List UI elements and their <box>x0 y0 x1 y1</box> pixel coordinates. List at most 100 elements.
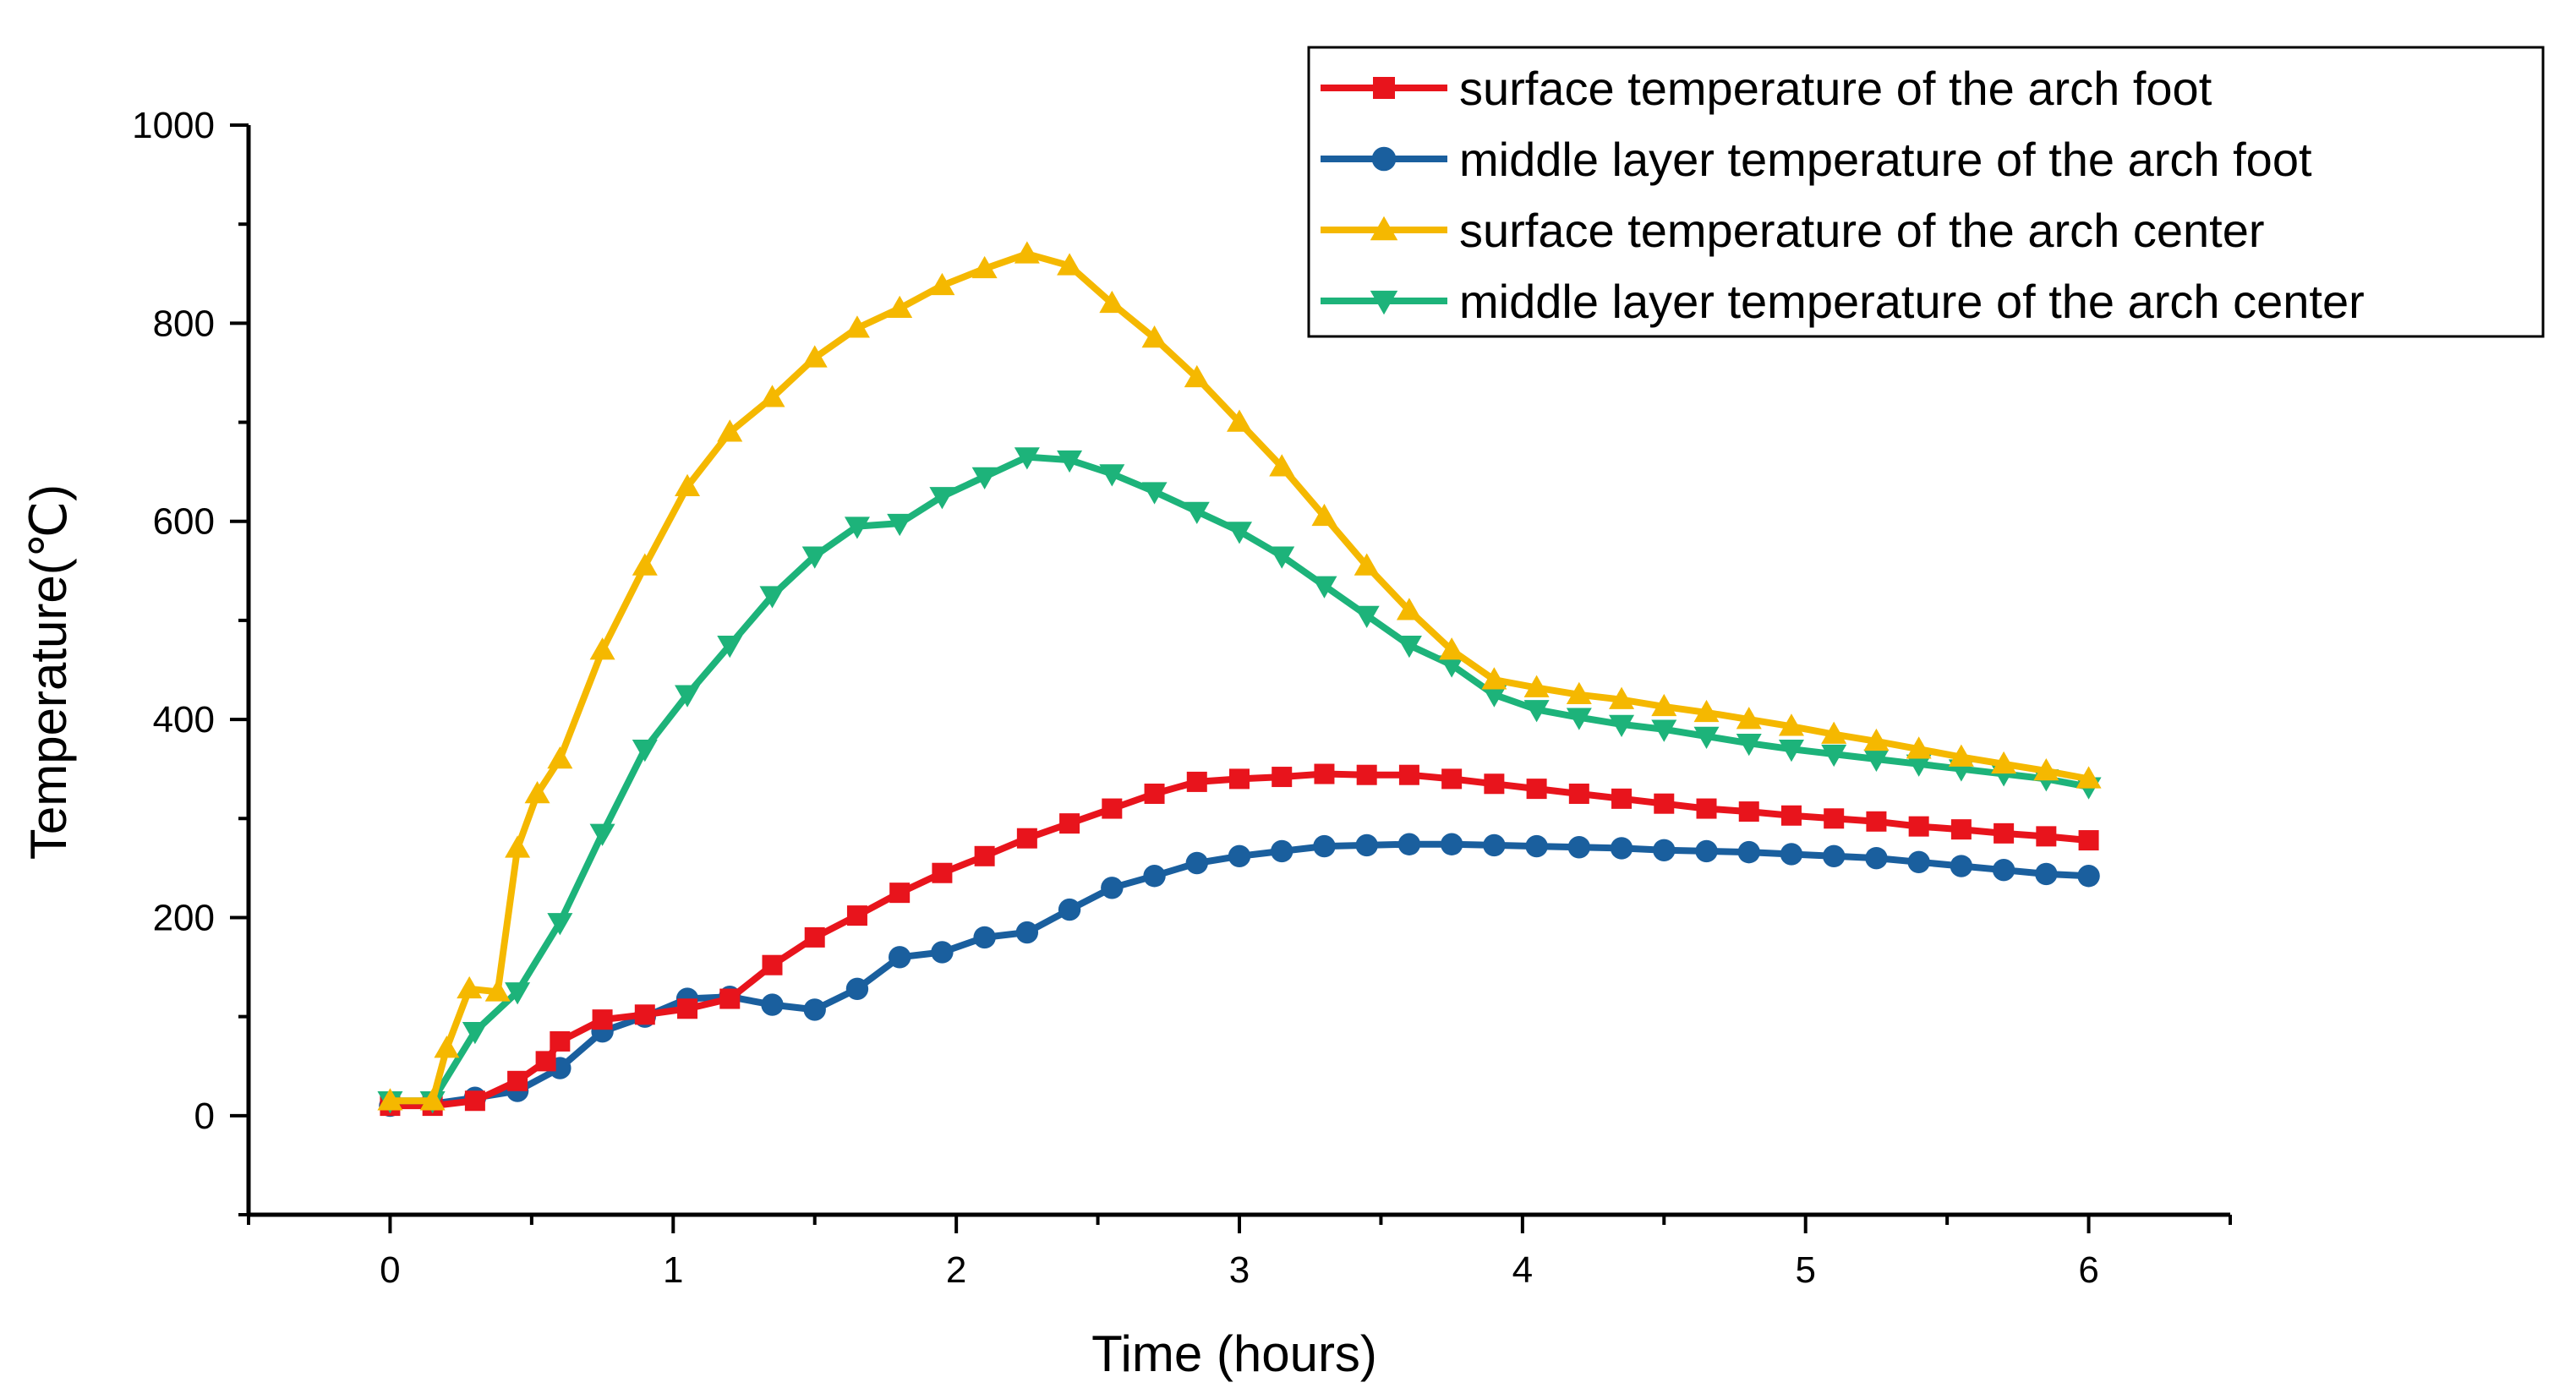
data-point <box>974 845 995 866</box>
data-point <box>1566 681 1592 705</box>
data-point <box>1736 707 1762 730</box>
data-point <box>1099 464 1125 487</box>
data-point <box>2033 758 2059 781</box>
data-point <box>589 823 615 846</box>
x-tick-label: 3 <box>1229 1249 1250 1291</box>
data-point <box>505 982 531 1005</box>
data-point <box>1526 779 1547 800</box>
data-point <box>547 746 573 769</box>
x-tick-label: 6 <box>2078 1249 2098 1291</box>
legend-entry: surface temperature of the arch center <box>1321 204 2265 257</box>
data-point <box>1481 667 1507 690</box>
data-point <box>1141 325 1168 348</box>
series-line <box>390 250 2090 1105</box>
data-point <box>1355 833 1378 857</box>
data-point <box>1484 773 1505 795</box>
data-point <box>1523 700 1550 723</box>
data-point <box>2078 830 2099 851</box>
data-point <box>801 345 828 368</box>
data-point <box>505 835 531 858</box>
data-point <box>457 975 483 999</box>
data-point <box>1016 828 1037 849</box>
data-point <box>1863 728 1890 751</box>
data-point <box>1439 637 1465 660</box>
data-point <box>634 1004 655 1025</box>
data-point <box>759 385 785 407</box>
data-point <box>1906 736 1932 759</box>
data-point <box>677 998 698 1019</box>
data-point <box>632 739 658 762</box>
data-point <box>550 1030 571 1052</box>
data-point <box>675 473 701 496</box>
data-point <box>1057 253 1083 276</box>
data-point <box>844 516 870 539</box>
data-point <box>1693 699 1720 723</box>
legend-entry: surface temperature of the arch foot <box>1321 62 2212 115</box>
data-point <box>1696 798 1717 819</box>
data-point <box>1736 733 1762 757</box>
series-line <box>390 840 2089 1110</box>
data-point <box>888 946 911 969</box>
data-point <box>1653 839 1676 861</box>
data-point <box>1272 767 1293 788</box>
data-point <box>419 1088 446 1111</box>
data-point <box>1907 850 1930 874</box>
data-point <box>377 1088 403 1111</box>
legend-label: middle layer temperature of the arch foo… <box>1459 133 2312 186</box>
data-point <box>1866 811 1887 832</box>
data-point <box>1863 749 1890 772</box>
data-point <box>1099 290 1125 314</box>
data-point <box>1373 77 1395 99</box>
data-point <box>1738 801 1759 822</box>
data-point <box>844 315 870 338</box>
data-point <box>1269 546 1295 569</box>
x-tick-label: 0 <box>380 1249 400 1291</box>
data-point <box>507 1070 528 1091</box>
series-3 <box>377 447 2102 1114</box>
data-point <box>846 905 867 926</box>
data-point <box>1611 788 1633 809</box>
data-point <box>1186 771 1207 792</box>
series-0 <box>380 763 2099 1117</box>
data-point <box>1439 655 1465 678</box>
data-point <box>931 941 954 964</box>
ticks-layer: 0 1 2 3 4 5 6 0 200 400 600 800 1000 <box>132 105 2232 1291</box>
data-point <box>1396 598 1422 620</box>
data-point <box>1185 851 1208 875</box>
data-point <box>535 1051 556 1072</box>
data-point <box>1991 751 2017 774</box>
data-point <box>462 1021 488 1045</box>
x-tick-label: 2 <box>946 1249 966 1291</box>
y-tick-label: 1000 <box>132 105 215 146</box>
x-tick-label: 1 <box>663 1249 683 1291</box>
legend-entry: middle layer temperature of the arch cen… <box>1321 275 2365 328</box>
data-point <box>2077 865 2100 888</box>
y-tick-label: 200 <box>153 897 215 938</box>
data-point <box>1695 839 1718 863</box>
data-point <box>1441 768 1463 790</box>
data-point <box>1143 865 1166 888</box>
data-point <box>1654 793 1675 814</box>
data-point <box>524 780 550 804</box>
data-point <box>547 913 573 936</box>
data-point <box>845 977 869 1001</box>
y-tick-label: 600 <box>153 501 215 543</box>
data-point <box>932 862 953 883</box>
series-layer <box>377 241 2102 1118</box>
data-point <box>1610 837 1633 860</box>
data-point <box>1229 768 1250 790</box>
data-point <box>1015 921 1039 944</box>
data-point <box>801 546 828 569</box>
data-point <box>1651 719 1677 742</box>
data-point <box>589 637 615 660</box>
legend-entry: middle layer temperature of the arch foo… <box>1321 133 2312 186</box>
data-point <box>973 926 996 949</box>
y-tick-label: 400 <box>153 699 215 740</box>
data-point <box>1440 833 1463 855</box>
data-point <box>717 419 743 442</box>
data-point <box>971 255 998 279</box>
data-point <box>1821 721 1847 744</box>
data-point <box>1354 553 1380 576</box>
x-tick-label: 4 <box>1512 1249 1533 1291</box>
